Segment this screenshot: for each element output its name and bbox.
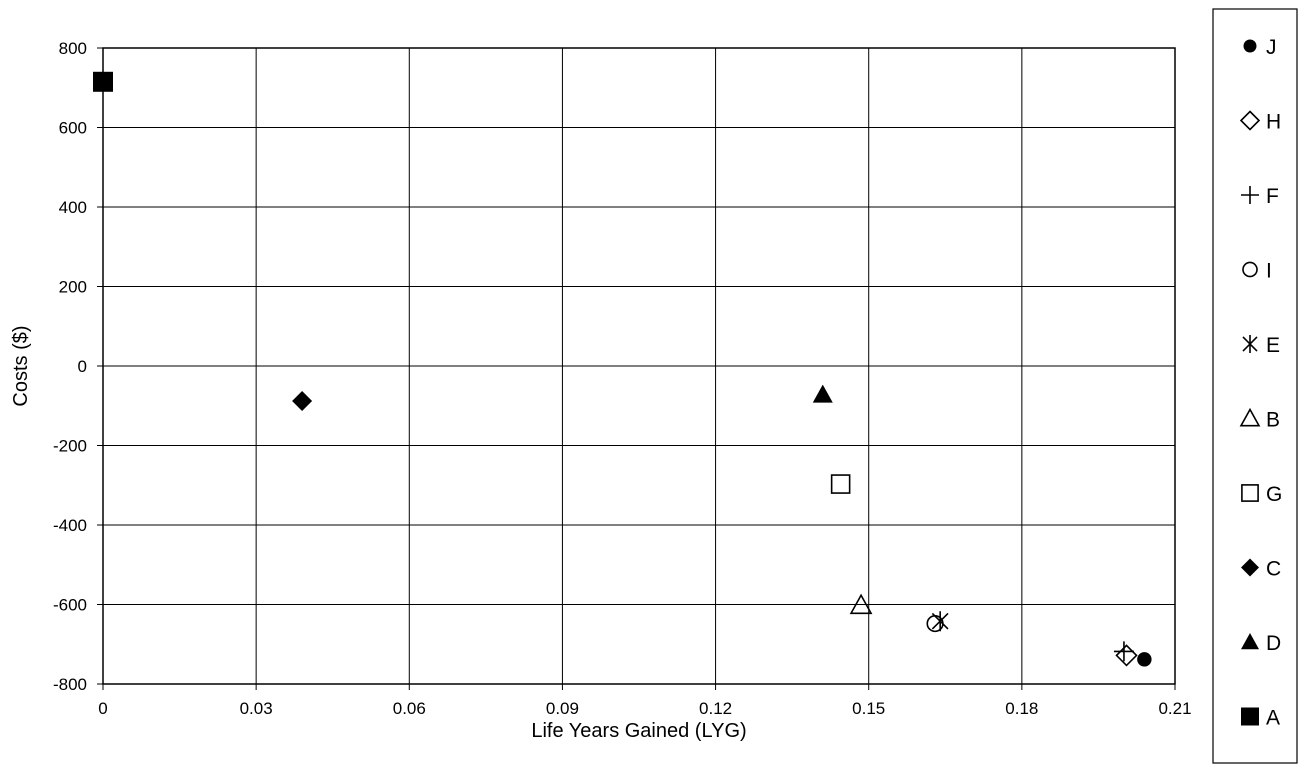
legend-marker-f [1241,186,1259,204]
data-point-a [93,71,113,92]
data-point-b [849,593,873,615]
y-tick-label: -200 [53,437,87,456]
x-tick-label: 0.06 [393,699,426,718]
y-axis-title: Costs ($) [10,325,32,406]
y-tick-label: 800 [59,39,87,58]
y-tick-label: 400 [59,198,87,217]
legend-label-b: B [1266,409,1280,432]
legend-label-j: J [1266,36,1277,59]
legend-marker-a [1241,707,1259,726]
legend-marker-i [1242,261,1258,278]
legend: J H F I E B G C D A [1212,8,1298,764]
legend-label-a: A [1266,707,1280,730]
x-axis: 0 0.03 0.06 0.09 0.12 0.15 0.18 0.21 [98,684,1192,718]
x-tick-label: 0.12 [699,699,732,718]
grid [102,47,1176,685]
legend-label-d: D [1266,632,1281,655]
legend-marker-d [1241,633,1259,650]
x-tick-label: 0.21 [1158,699,1191,718]
y-tick-label: 0 [78,357,87,376]
legend-label-f: F [1266,185,1279,208]
legend-marker-c [1241,558,1259,577]
legend-label-i: I [1266,260,1272,283]
x-tick-label: 0.15 [852,699,885,718]
legend-marker-b [1239,407,1261,427]
y-axis: 800 600 400 200 0 -200 -400 -600 -800 [53,39,103,694]
legend-marker-e [1242,335,1258,353]
legend-label-e: E [1266,334,1280,357]
data-points [93,71,1152,667]
legend-marker-g [1241,484,1259,502]
data-point-f [1113,641,1134,662]
x-tick-label: 0.03 [240,699,273,718]
legend-label-c: C [1266,558,1281,581]
legend-label-g: G [1266,483,1282,506]
x-axis-title: Life Years Gained (LYG) [531,720,746,742]
data-point-h [1115,644,1138,667]
legend-marker-h [1239,110,1261,131]
y-tick-label: 200 [59,278,87,297]
legend-box [1212,8,1298,764]
x-tick-label: 0.09 [546,699,579,718]
y-tick-label: -400 [53,516,87,535]
data-point-j [1137,652,1152,667]
data-point-d [812,384,833,403]
x-tick-label: 0 [98,699,107,718]
y-tick-label: -800 [53,675,87,694]
legend-label-h: H [1266,111,1281,134]
data-point-c [292,390,313,411]
data-point-g [830,474,851,494]
legend-marker-j [1243,39,1257,53]
y-tick-label: -600 [53,596,87,615]
data-point-e [931,611,949,632]
x-tick-label: 0.18 [1005,699,1038,718]
y-tick-label: 600 [59,119,87,138]
